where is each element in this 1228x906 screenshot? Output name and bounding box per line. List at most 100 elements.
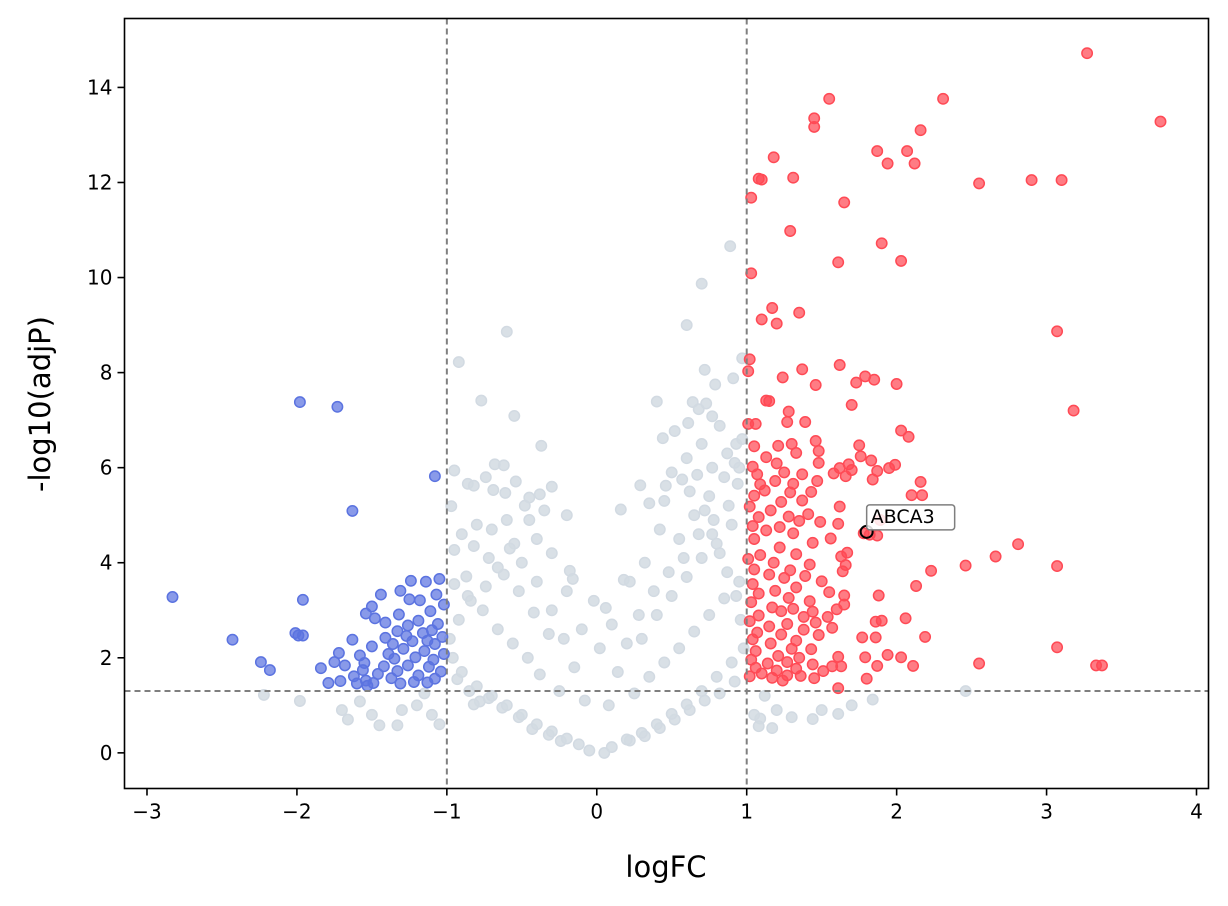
point-up-51 — [902, 430, 915, 443]
point-up-174 — [895, 651, 908, 664]
point-down-1 — [331, 400, 344, 413]
point-down-29 — [296, 629, 309, 642]
point-ns-16 — [682, 417, 695, 429]
point-up-35 — [868, 373, 881, 386]
point-up-183 — [806, 658, 819, 671]
point-up-78 — [769, 475, 782, 487]
point-ns-92 — [718, 592, 731, 605]
y-tick-label: 12 — [87, 170, 112, 194]
point-ns-115 — [538, 504, 551, 517]
point-up-147 — [752, 609, 765, 622]
point-up-124 — [836, 565, 849, 578]
point-up-119 — [803, 558, 816, 571]
point-up-10 — [908, 157, 921, 170]
point-ns-31 — [445, 500, 458, 513]
point-up-164 — [919, 630, 932, 643]
point-down-21 — [379, 616, 392, 629]
point-ns-33 — [634, 479, 647, 492]
point-ns-128 — [692, 528, 705, 541]
point-up-188 — [835, 660, 848, 673]
point-down-31 — [436, 630, 449, 643]
point-ns-19 — [656, 432, 669, 445]
point-up-75 — [866, 473, 879, 486]
point-up-86 — [916, 489, 929, 502]
y-tick-label: 6 — [100, 456, 113, 480]
point-up-180 — [761, 657, 774, 670]
point-up-95 — [793, 514, 806, 527]
point-down-42 — [332, 647, 345, 659]
point-up-32 — [833, 359, 846, 371]
point-ns-200 — [653, 523, 666, 536]
point-ns-112 — [688, 509, 701, 522]
point-up-58 — [760, 451, 773, 464]
points-layer — [166, 47, 1167, 759]
point-up-150 — [899, 612, 912, 625]
point-ns-96 — [635, 632, 648, 645]
point-ns-153 — [515, 708, 528, 721]
point-down-10 — [166, 591, 179, 603]
point-ns-29 — [467, 479, 480, 492]
point-ns-17 — [713, 419, 726, 432]
point-down-53 — [377, 660, 390, 673]
point-ns-87 — [506, 637, 519, 650]
point-up-192 — [817, 665, 830, 678]
point-up-101 — [760, 524, 773, 537]
point-up-39 — [776, 371, 789, 384]
point-up-84 — [905, 489, 918, 502]
point-ns-38 — [614, 503, 627, 516]
point-ns-46 — [467, 698, 480, 711]
point-ns-137 — [568, 661, 581, 674]
point-ns-151 — [485, 689, 498, 702]
x-tick-label: 2 — [890, 800, 903, 824]
point-down-18 — [392, 608, 405, 621]
point-ns-133 — [620, 637, 633, 650]
x-tick-label: −3 — [132, 800, 161, 824]
point-up-154 — [809, 616, 822, 629]
point-up-48 — [781, 416, 794, 428]
point-ns-34 — [659, 479, 672, 492]
point-ns-145 — [464, 594, 477, 607]
point-up-44 — [782, 405, 795, 418]
point-up-53 — [853, 439, 866, 452]
point-up-46 — [742, 417, 755, 430]
point-up-120 — [959, 559, 972, 572]
point-up-54 — [772, 439, 785, 452]
point-up-85 — [748, 489, 761, 502]
point-ns-169 — [713, 547, 726, 560]
point-ns-4 — [452, 356, 465, 369]
point-ns-52 — [806, 713, 819, 726]
point-up-93 — [802, 508, 815, 521]
point-up-198 — [808, 672, 821, 685]
point-up-121 — [1051, 560, 1064, 573]
point-up-15 — [1025, 174, 1038, 187]
point-down-13 — [413, 594, 426, 607]
point-ns-14 — [508, 409, 521, 422]
point-up-163 — [869, 631, 882, 644]
point-ns-150 — [470, 680, 483, 693]
point-up-94 — [752, 511, 765, 524]
point-ns-35 — [731, 477, 744, 490]
point-up-76 — [914, 475, 927, 488]
point-ns-203 — [643, 497, 656, 510]
point-up-137 — [752, 587, 765, 600]
point-up-23 — [895, 254, 908, 267]
point-up-129 — [778, 571, 791, 584]
point-ns-195 — [560, 585, 573, 598]
point-ns-53 — [832, 707, 845, 720]
point-down-74 — [361, 679, 374, 692]
point-down-41 — [418, 645, 431, 658]
point-ns-167 — [730, 590, 743, 602]
point-up-185 — [1096, 659, 1108, 672]
point-down-73 — [322, 677, 335, 689]
point-ns-84 — [658, 656, 671, 669]
point-down-59 — [263, 664, 276, 677]
point-ns-119 — [695, 437, 708, 450]
point-up-21 — [875, 237, 888, 250]
point-ns-149 — [455, 666, 468, 678]
point-ns-168 — [721, 566, 734, 579]
point-up-200 — [776, 674, 789, 687]
point-ns-144 — [479, 580, 492, 593]
point-up-55 — [748, 440, 761, 453]
point-ns-94 — [733, 575, 746, 588]
point-up-170 — [805, 643, 818, 656]
